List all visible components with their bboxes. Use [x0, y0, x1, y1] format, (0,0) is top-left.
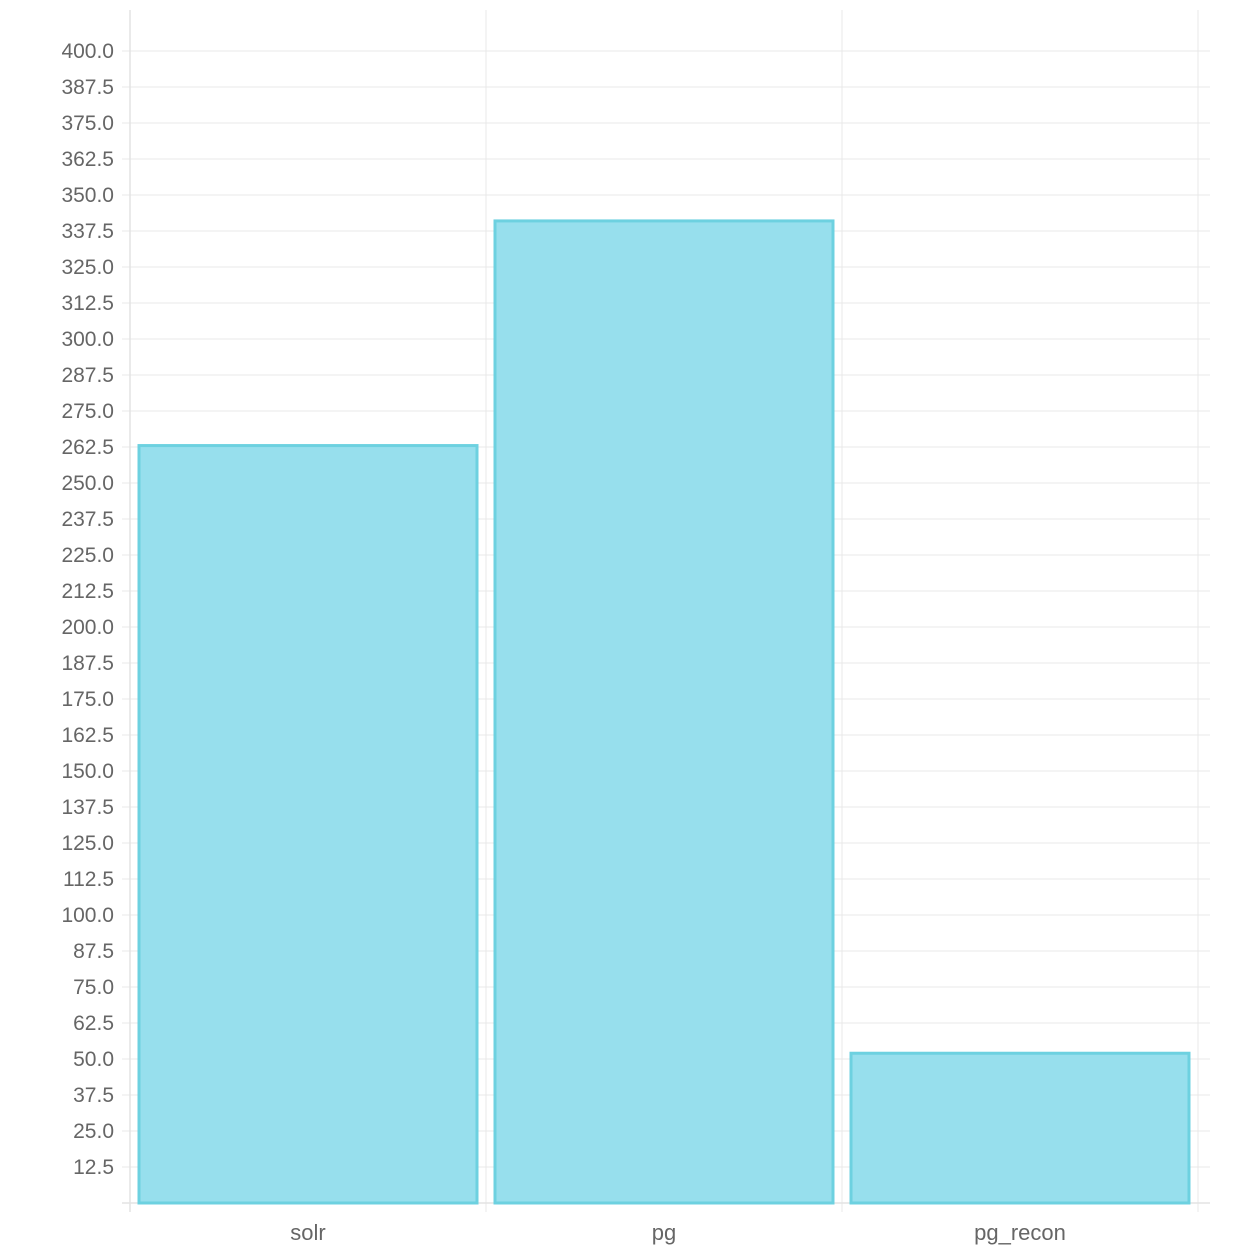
y-tick-label: 25.0 [73, 1120, 114, 1143]
y-tick-label: 50.0 [73, 1048, 114, 1071]
y-tick-label: 312.5 [61, 292, 114, 315]
y-axis-ticks: 12.5 25.0 37.5 50.0 62.5 75.0 87.5 100.0 112.5 12… [61, 40, 114, 1179]
y-tick-label: 162.5 [61, 724, 114, 747]
y-tick-label: 175.0 [61, 688, 114, 711]
y-tick-label: 337.5 [61, 220, 114, 243]
y-tick-label: 137.5 [61, 796, 114, 819]
y-tick-label: 362.5 [61, 148, 114, 171]
y-tick-label: 387.5 [61, 76, 114, 99]
x-axis-labels: solr pg pg_recon [290, 1220, 1066, 1245]
y-tick-label: 37.5 [73, 1084, 114, 1107]
y-tick-label: 375.0 [61, 112, 114, 135]
x-tick-label: pg_recon [974, 1220, 1066, 1245]
y-tick-label: 75.0 [73, 976, 114, 999]
y-tick-label: 237.5 [61, 508, 114, 531]
y-tick-label: 212.5 [61, 580, 114, 603]
bars [137, 219, 1191, 1205]
bar-solr [137, 444, 479, 1205]
y-tick-label: 100.0 [61, 904, 114, 927]
y-tick-label: 325.0 [61, 256, 114, 279]
bar-pg [493, 219, 835, 1205]
y-tick-label: 225.0 [61, 544, 114, 567]
y-tick-label: 87.5 [73, 940, 114, 963]
bar-pg_recon [849, 1051, 1191, 1205]
y-tick-label: 275.0 [61, 400, 114, 423]
y-tick-label: 200.0 [61, 616, 114, 639]
y-tick-label: 287.5 [61, 364, 114, 387]
y-tick-label: 400.0 [61, 40, 114, 63]
y-tick-label: 12.5 [73, 1156, 114, 1179]
y-tick-label: 125.0 [61, 832, 114, 855]
y-tick-label: 300.0 [61, 328, 114, 351]
x-tick-label: solr [290, 1220, 325, 1245]
y-tick-label: 350.0 [61, 184, 114, 207]
y-tick-label: 112.5 [63, 868, 114, 891]
y-tick-label: 187.5 [61, 652, 114, 675]
y-tick-label: 150.0 [61, 760, 114, 783]
y-tick-label: 250.0 [61, 472, 114, 495]
y-tick-label: 262.5 [61, 436, 114, 459]
x-tick-label: pg [652, 1220, 676, 1245]
y-tick-label: 62.5 [73, 1012, 114, 1035]
